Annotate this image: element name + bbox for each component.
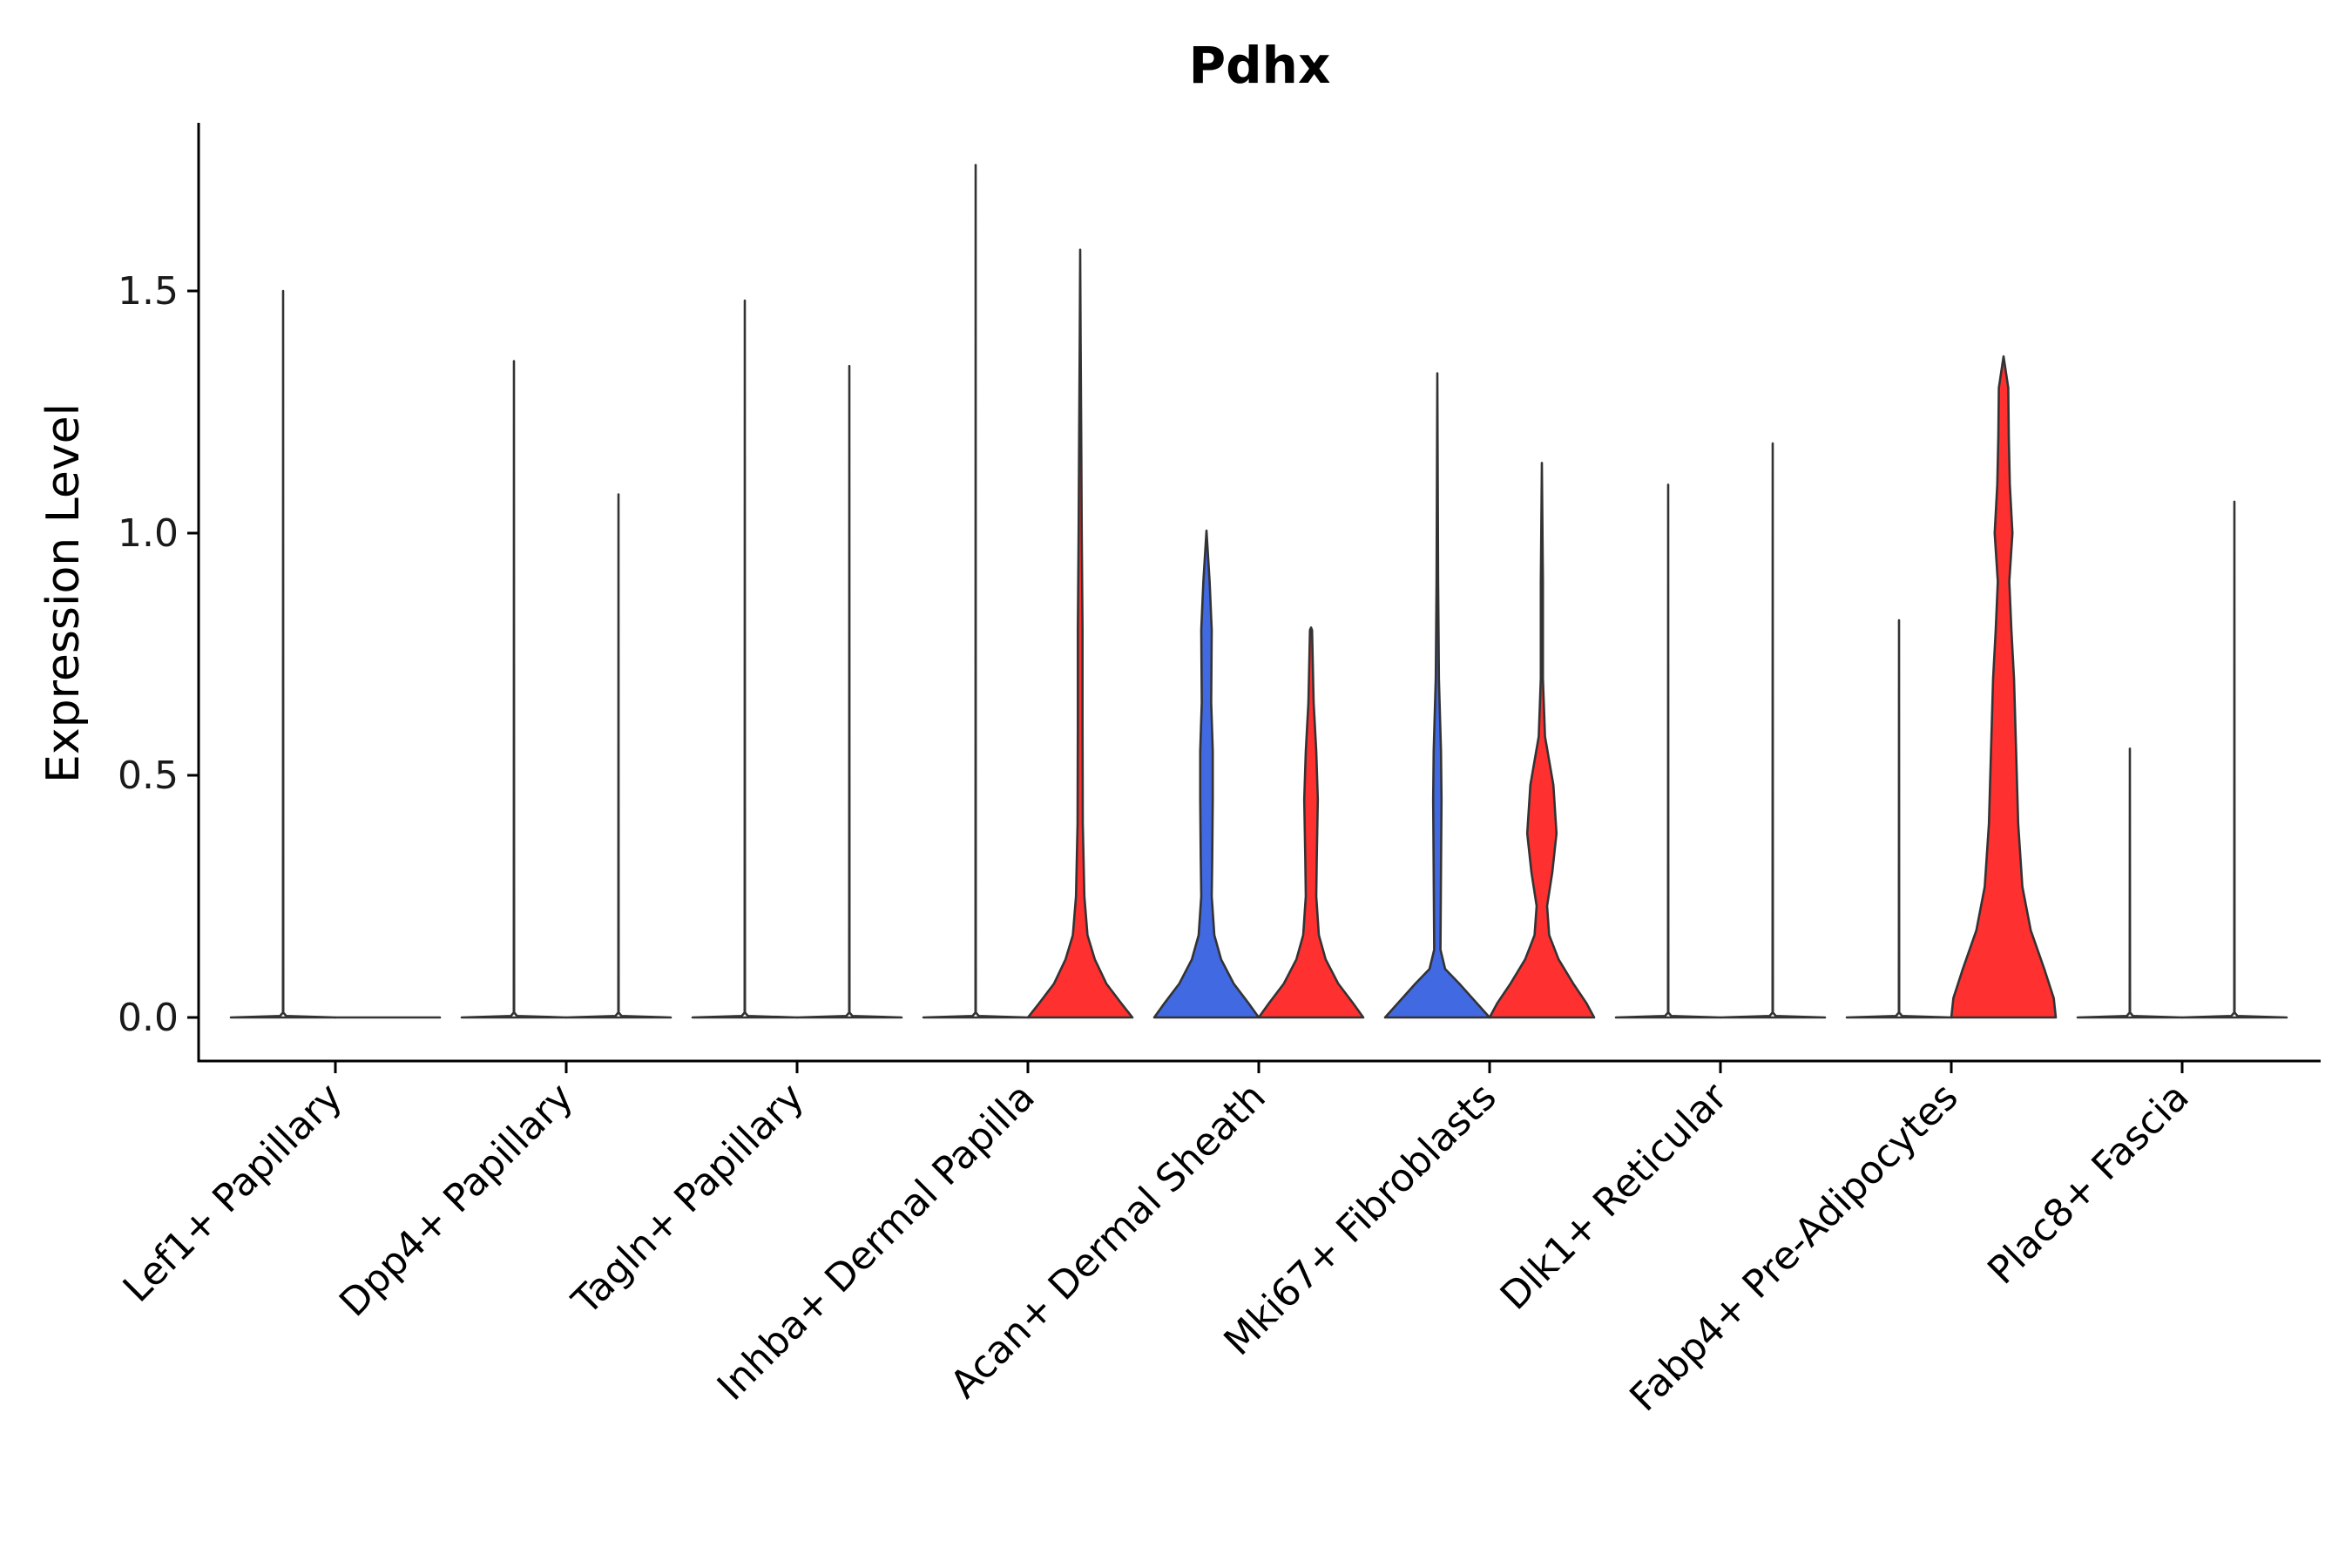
violin-2-right (795, 364, 903, 1019)
chart-title: Pdhx (1189, 36, 1331, 95)
y-ticks-group: 0.0 0.5 1.0 1.5 (118, 269, 199, 1040)
violin-7-right (1950, 355, 2058, 1019)
x-tick-label: Dlk1+ Reticular (1492, 1074, 1737, 1319)
violin-4-left (1152, 529, 1260, 1019)
x-tick-label: Lef1+ Papillary (115, 1075, 351, 1311)
violin-6-left (1614, 483, 1722, 1019)
y-tick-label: 0.5 (118, 754, 179, 798)
x-tick-label: Tagln+ Papillary (564, 1075, 813, 1324)
y-tick-label: 1.5 (118, 269, 179, 314)
y-tick-label: 0.0 (118, 996, 179, 1040)
y-axis-label: Expression Level (37, 403, 90, 783)
violin-3-left (922, 164, 1030, 1019)
y-tick-label: 1.0 (118, 511, 179, 556)
violin-0-left (229, 289, 337, 1019)
violin-1-left (460, 360, 568, 1019)
violin-8-left (2076, 747, 2184, 1019)
violin-6-right (1719, 442, 1827, 1019)
violin-1-right (564, 493, 672, 1019)
x-tick-label: Plac8+ Fascia (1979, 1075, 2198, 1294)
violins-group (229, 164, 2288, 1019)
violin-8-right (2180, 500, 2288, 1019)
violin-5-right (1488, 462, 1596, 1019)
violin-4-right (1257, 626, 1365, 1019)
violin-3-right (1026, 248, 1134, 1019)
x-tick-label: Dpp4+ Papillary (331, 1075, 582, 1326)
violin-7-left (1845, 618, 1953, 1019)
violin-5-left (1383, 372, 1491, 1019)
violin-2-left (691, 299, 799, 1019)
